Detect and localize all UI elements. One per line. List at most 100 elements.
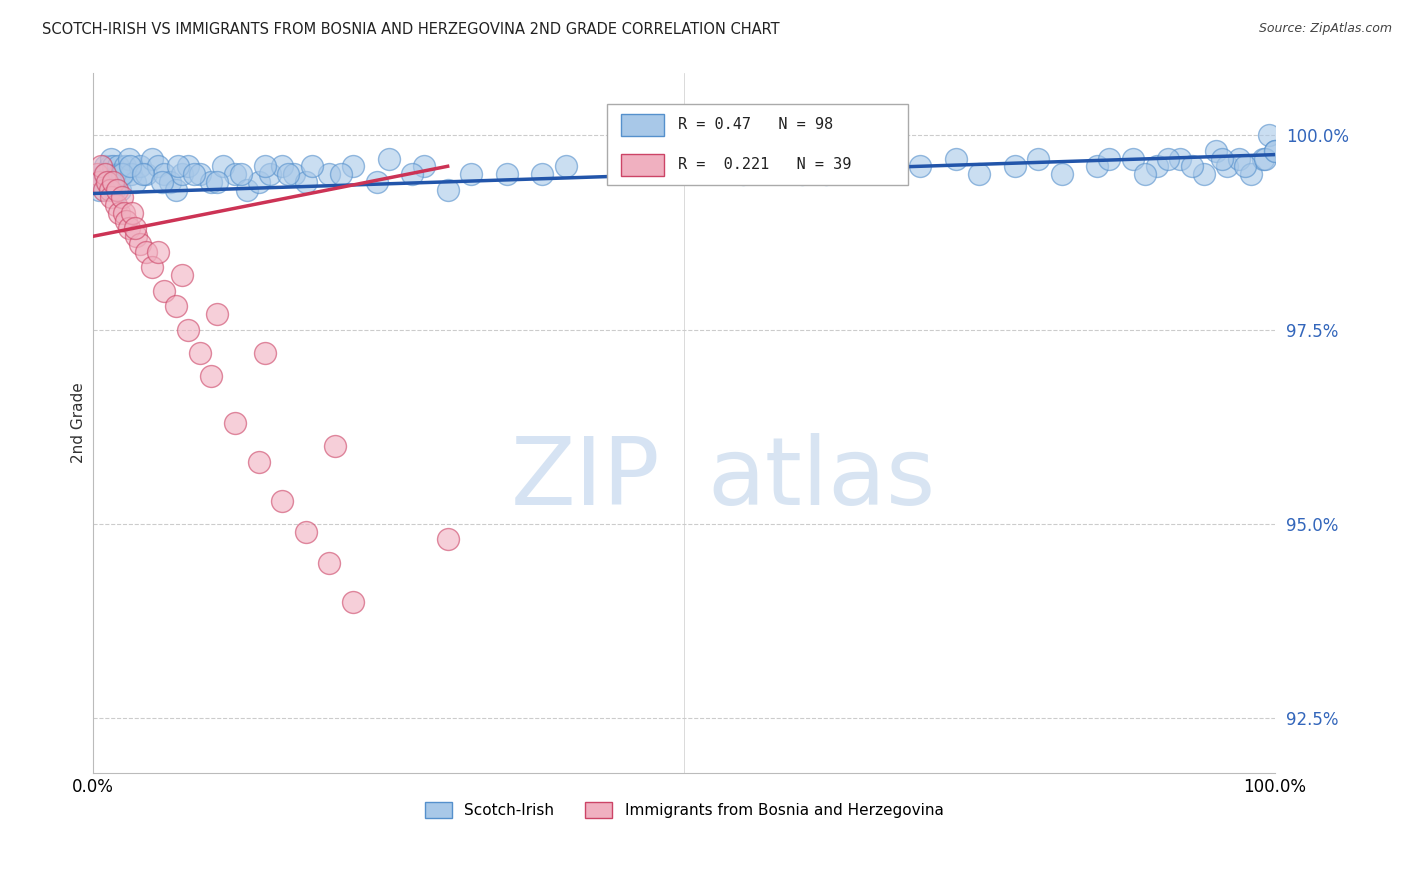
Point	[731, 167, 754, 181]
Point	[436, 533, 458, 547]
Point	[1087, 159, 1109, 173]
Point	[886, 159, 908, 173]
Point	[945, 152, 967, 166]
Point	[110, 190, 132, 204]
Point	[330, 167, 353, 181]
Point	[1028, 152, 1050, 166]
Point	[1133, 167, 1156, 181]
Point	[86, 167, 108, 181]
Point	[94, 167, 117, 181]
Point	[1050, 167, 1073, 181]
Point	[170, 268, 193, 282]
Point	[224, 416, 246, 430]
Point	[165, 183, 187, 197]
Point	[96, 167, 118, 181]
Text: ZIP: ZIP	[510, 433, 661, 524]
Point	[229, 167, 252, 181]
Point	[125, 229, 148, 244]
Point	[460, 167, 482, 181]
Point	[98, 183, 121, 197]
Point	[295, 175, 318, 189]
Point	[253, 346, 276, 360]
Point	[696, 152, 718, 166]
Point	[1004, 159, 1026, 173]
Point	[165, 299, 187, 313]
Point	[1146, 159, 1168, 173]
Point	[1168, 152, 1191, 166]
Point	[90, 159, 112, 173]
Point	[108, 167, 131, 181]
Point	[105, 167, 128, 181]
Point	[1227, 152, 1250, 166]
Point	[104, 198, 127, 212]
Bar	[621, 153, 664, 176]
Point	[146, 159, 169, 173]
Point	[100, 190, 122, 204]
FancyBboxPatch shape	[607, 104, 908, 185]
Point	[413, 159, 436, 173]
Point	[1192, 167, 1215, 181]
Point	[87, 183, 110, 197]
Point	[207, 175, 229, 189]
Point	[200, 175, 222, 189]
Point	[301, 159, 323, 173]
Point	[103, 175, 125, 189]
Point	[271, 493, 294, 508]
Point	[1098, 152, 1121, 166]
Text: R = 0.47   N = 98: R = 0.47 N = 98	[678, 117, 834, 132]
Point	[129, 159, 152, 173]
Point	[188, 346, 211, 360]
Point	[325, 439, 347, 453]
Point	[110, 167, 132, 181]
Point	[212, 159, 235, 173]
Point	[1157, 152, 1180, 166]
Point	[1234, 159, 1257, 173]
Point	[141, 152, 163, 166]
Point	[183, 167, 205, 181]
Point	[1122, 152, 1144, 166]
Text: R =  0.221   N = 39: R = 0.221 N = 39	[678, 157, 852, 172]
Point	[851, 152, 873, 166]
Point	[318, 556, 340, 570]
Point	[814, 167, 837, 181]
Point	[531, 167, 554, 181]
Point	[167, 159, 190, 173]
Point	[150, 175, 173, 189]
Point	[141, 260, 163, 275]
Bar	[621, 113, 664, 136]
Point	[103, 175, 125, 189]
Point	[153, 284, 176, 298]
Point	[1181, 159, 1204, 173]
Point	[115, 213, 138, 227]
Point	[1264, 144, 1286, 158]
Point	[1257, 128, 1279, 143]
Point	[117, 221, 139, 235]
Point	[342, 159, 364, 173]
Point	[97, 175, 120, 189]
Point	[436, 183, 458, 197]
Point	[613, 159, 636, 173]
Point	[170, 167, 193, 181]
Point	[93, 183, 115, 197]
Point	[96, 175, 118, 189]
Text: Source: ZipAtlas.com: Source: ZipAtlas.com	[1258, 22, 1392, 36]
Point	[224, 167, 246, 181]
Point	[159, 175, 181, 189]
Point	[87, 175, 110, 189]
Point	[100, 152, 122, 166]
Point	[94, 159, 117, 173]
Text: atlas: atlas	[707, 433, 936, 524]
Point	[111, 167, 134, 181]
Point	[236, 183, 259, 197]
Point	[554, 159, 576, 173]
Point	[103, 183, 125, 197]
Point	[277, 167, 299, 181]
Point	[105, 183, 128, 197]
Point	[98, 159, 121, 173]
Point	[790, 167, 813, 181]
Point	[1264, 144, 1286, 158]
Point	[129, 237, 152, 252]
Point	[124, 175, 146, 189]
Text: SCOTCH-IRISH VS IMMIGRANTS FROM BOSNIA AND HERZEGOVINA 2ND GRADE CORRELATION CHA: SCOTCH-IRISH VS IMMIGRANTS FROM BOSNIA A…	[42, 22, 780, 37]
Point	[177, 322, 200, 336]
